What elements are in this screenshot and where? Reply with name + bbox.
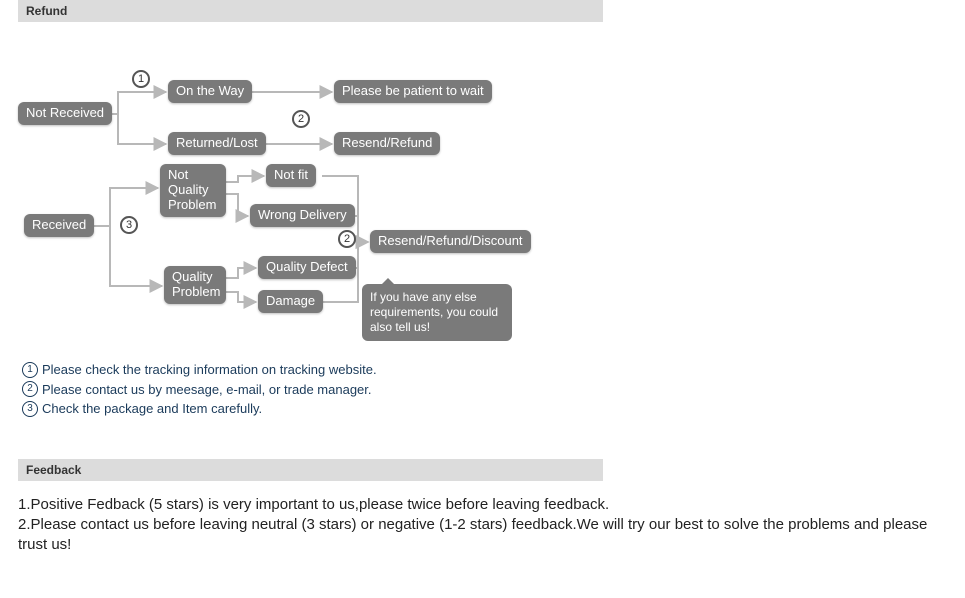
- note-2: 2 Please contact us by meesage, e-mail, …: [22, 380, 965, 400]
- refund-notes: 1 Please check the tracking information …: [22, 360, 965, 419]
- node-not-received: Not Received: [18, 102, 112, 125]
- callout-extra-requirements: If you have any else requirements, you c…: [362, 284, 512, 341]
- note-badge-2: 2: [22, 381, 38, 397]
- badge-2b: 2: [338, 230, 356, 248]
- feedback-line-1: 1.Positive Fedback (5 stars) is very imp…: [18, 495, 947, 515]
- refund-header: Refund: [18, 0, 603, 22]
- node-resend-refund: Resend/Refund: [334, 132, 440, 155]
- edge-quality-quality_defect: [226, 268, 256, 278]
- node-not-quality: NotQualityProblem: [160, 164, 226, 217]
- node-not-fit: Not fit: [266, 164, 316, 187]
- edge-quality-damage: [226, 292, 256, 302]
- note-3: 3 Check the package and Item carefully.: [22, 399, 965, 419]
- node-received: Received: [24, 214, 94, 237]
- note-text-3: Check the package and Item carefully.: [42, 399, 262, 419]
- node-resend-refund-discount: Resend/Refund/Discount: [370, 230, 531, 253]
- edge-not_received-on_the_way: [104, 92, 166, 114]
- refund-flowchart: Not Received On the Way Returned/Lost Pl…: [18, 32, 618, 352]
- edge-not_quality-wrong_delivery: [226, 194, 248, 216]
- feedback-body: 1.Positive Fedback (5 stars) is very imp…: [18, 495, 947, 556]
- note-badge-1: 1: [22, 362, 38, 378]
- edge-not_quality-not_fit: [226, 176, 264, 182]
- node-returned-lost: Returned/Lost: [168, 132, 266, 155]
- edge-not_received-returned_lost: [104, 114, 166, 144]
- feedback-header: Feedback: [18, 459, 603, 481]
- note-1: 1 Please check the tracking information …: [22, 360, 965, 380]
- node-quality-defect: Quality Defect: [258, 256, 356, 279]
- node-wrong-delivery: Wrong Delivery: [250, 204, 355, 227]
- note-text-2: Please contact us by meesage, e-mail, or…: [42, 380, 372, 400]
- node-quality: QualityProblem: [164, 266, 226, 304]
- badge-1: 1: [132, 70, 150, 88]
- node-on-the-way: On the Way: [168, 80, 252, 103]
- note-text-1: Please check the tracking information on…: [42, 360, 377, 380]
- badge-2: 2: [292, 110, 310, 128]
- node-damage: Damage: [258, 290, 323, 313]
- badge-3: 3: [120, 216, 138, 234]
- node-patient: Please be patient to wait: [334, 80, 492, 103]
- note-badge-3: 3: [22, 401, 38, 417]
- edge-received-quality: [94, 226, 162, 286]
- feedback-line-2: 2.Please contact us before leaving neutr…: [18, 515, 947, 556]
